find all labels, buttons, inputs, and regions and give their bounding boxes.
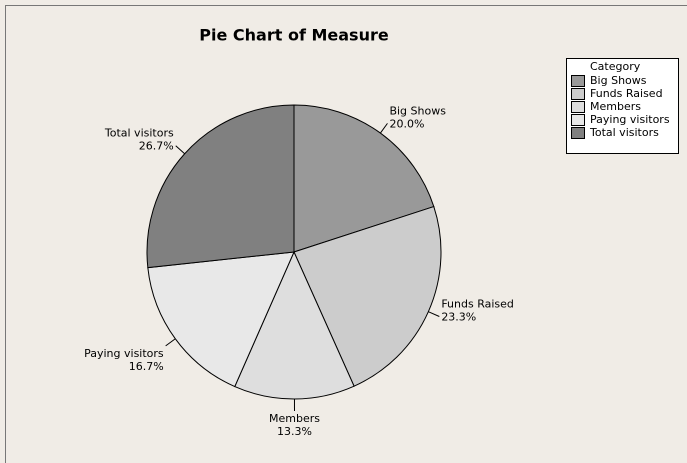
slice-label: Total visitors: [104, 127, 174, 140]
legend-label: Big Shows: [590, 74, 647, 87]
pie-slice: [147, 251, 295, 388]
leader-line: [165, 338, 176, 347]
slice-value-label: 20.0%: [389, 117, 424, 130]
legend-swatch: [571, 88, 585, 100]
chart-title: Pie Chart of Measure: [199, 26, 389, 45]
legend-label: Funds Raised: [590, 87, 663, 100]
legend-title: Category: [590, 60, 641, 73]
slice-value-label: 16.7%: [129, 360, 164, 373]
legend-swatch: [571, 114, 585, 126]
legend-label: Members: [590, 100, 641, 113]
legend-swatch: [571, 127, 585, 139]
pie-slice: [293, 104, 435, 253]
pie-slice: [146, 104, 295, 269]
leader-line: [175, 145, 185, 155]
slice-value-label: 13.3%: [277, 425, 312, 438]
slice-label: Members: [269, 412, 320, 425]
pie-slice: [234, 250, 355, 400]
legend-swatch: [571, 101, 585, 113]
slice-label: Funds Raised: [441, 298, 514, 311]
legend-label: Paying visitors: [590, 113, 670, 126]
leader-line: [428, 311, 440, 317]
slice-value-label: 23.3%: [441, 311, 476, 324]
leader-line: [379, 123, 388, 134]
slice-value-label: 26.7%: [139, 140, 174, 153]
slice-label: Big Shows: [389, 104, 446, 117]
legend-box: [566, 58, 679, 154]
legend-swatch: [571, 75, 585, 87]
legend-label: Total visitors: [589, 126, 659, 139]
pie-slice: [293, 205, 442, 387]
slice-label: Paying visitors: [84, 347, 164, 360]
